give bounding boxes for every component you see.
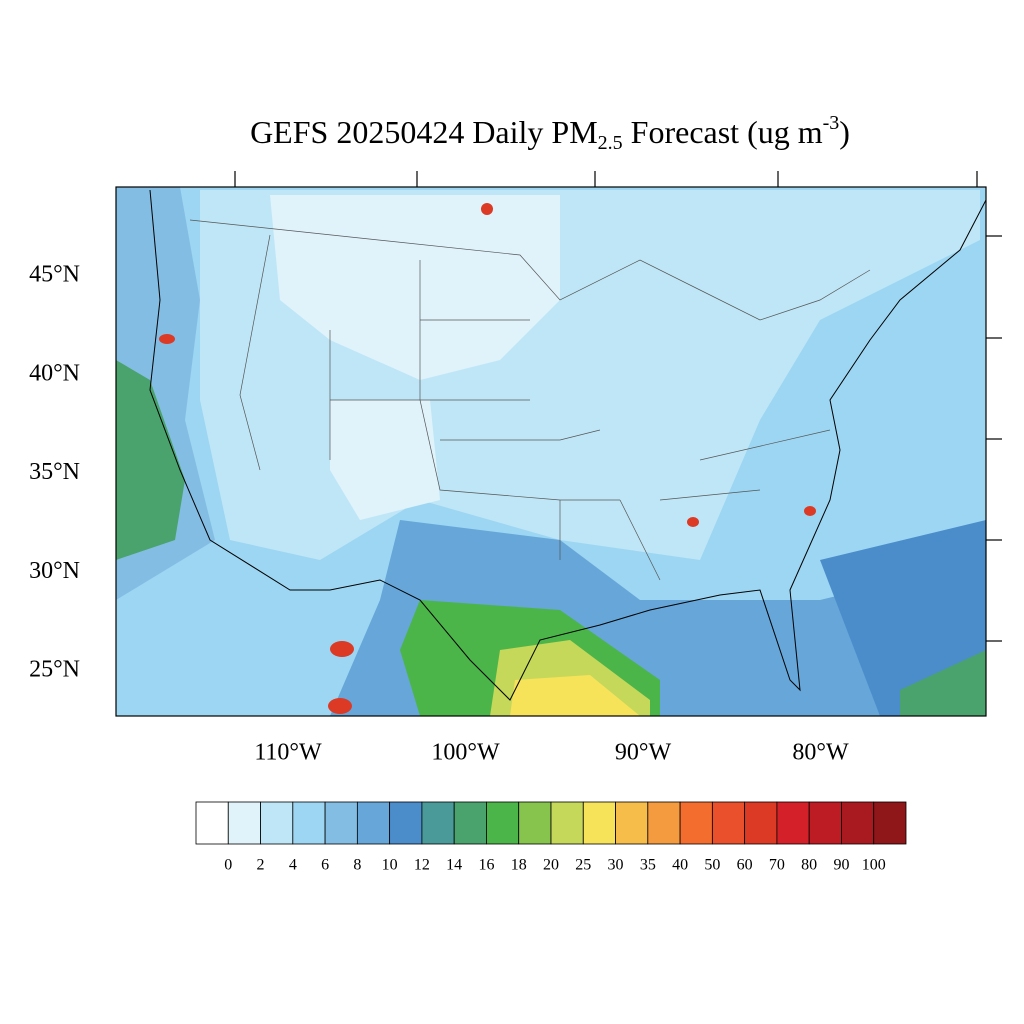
colorbar-box xyxy=(744,801,778,845)
lat-label: 40°N xyxy=(29,360,80,386)
colorbar-box xyxy=(292,801,326,845)
colorbar-box xyxy=(518,801,552,845)
title-text: Forecast (ug m xyxy=(623,114,823,150)
colorbar-label: 12 xyxy=(414,857,430,874)
colorbar-label: 100 xyxy=(862,857,886,874)
map-field xyxy=(116,187,986,716)
lon-label: 110°W xyxy=(254,740,322,766)
colorbar-box xyxy=(679,801,713,845)
title-superscript: -3 xyxy=(823,112,840,134)
hotspot xyxy=(804,506,816,516)
colorbar-box xyxy=(776,801,810,845)
colorbar-box xyxy=(227,801,261,845)
lat-label: 25°N xyxy=(29,657,80,683)
frame-ticks xyxy=(234,171,1002,642)
pacific-field xyxy=(116,360,185,560)
colorbar-box xyxy=(647,801,681,845)
lon-label: 100°W xyxy=(431,740,500,766)
title-text: ) xyxy=(839,114,850,150)
colorbar-label: 30 xyxy=(608,857,624,874)
land-field xyxy=(330,400,440,520)
title-text: GEFS 20250424 Daily PM xyxy=(250,114,598,150)
colorbar-box xyxy=(324,801,358,845)
hotspots xyxy=(159,203,816,714)
lon-label: 80°W xyxy=(792,740,849,766)
gulf-field xyxy=(510,675,640,716)
lat-label: 45°N xyxy=(29,262,80,288)
atlantic-field xyxy=(900,650,986,716)
atlantic-field xyxy=(820,520,986,716)
colorbar-box xyxy=(873,801,907,845)
colorbar-label: 10 xyxy=(382,857,398,874)
colorbar-label: 8 xyxy=(353,857,361,874)
colorbar-label: 80 xyxy=(801,857,817,874)
land-field xyxy=(270,195,560,380)
colorbar-label: 16 xyxy=(478,857,494,874)
hotspot xyxy=(159,334,175,344)
colorbar-label: 50 xyxy=(704,857,720,874)
lat-label: 30°N xyxy=(29,558,80,584)
colorbar-label: 40 xyxy=(672,857,688,874)
colorbar-label: 35 xyxy=(640,857,656,874)
colorbar-box xyxy=(550,801,584,845)
colorbar-box xyxy=(260,801,294,845)
colorbar-label: 14 xyxy=(446,857,462,874)
colorbar-box xyxy=(453,801,487,845)
colorbar-label: 0 xyxy=(224,857,232,874)
colorbar-box xyxy=(486,801,520,845)
colorbar-box xyxy=(711,801,746,845)
colorbar-box xyxy=(356,801,391,845)
lon-label: 90°W xyxy=(615,740,672,766)
title-subscript: 2.5 xyxy=(598,132,623,154)
state-borders xyxy=(189,219,871,581)
colorbar-box xyxy=(582,801,616,845)
colorbar-box xyxy=(841,801,875,845)
colorbar-label: 4 xyxy=(289,857,297,874)
colorbar-box xyxy=(195,801,229,845)
colorbar-label: 18 xyxy=(511,857,527,874)
title: GEFS 20250424 Daily PM2.5 Forecast (ug m… xyxy=(250,112,850,154)
colorbar-label: 90 xyxy=(833,857,849,874)
colorbar-label: 2 xyxy=(257,857,265,874)
colorbar-box xyxy=(615,801,649,845)
hotspot xyxy=(687,517,699,527)
hotspot xyxy=(328,698,352,714)
map-frame xyxy=(115,186,987,717)
lat-label: 35°N xyxy=(29,459,80,485)
colorbar-label: 25 xyxy=(575,857,591,874)
colorbar-label: 6 xyxy=(321,857,329,874)
colorbar-label: 70 xyxy=(769,857,785,874)
colorbar-box xyxy=(421,801,455,845)
colorbar-box xyxy=(808,801,842,845)
hotspot xyxy=(481,203,493,215)
colorbar-label: 20 xyxy=(543,857,559,874)
colorbar-label: 60 xyxy=(737,857,753,874)
hotspot xyxy=(330,641,354,657)
colorbar-box xyxy=(389,801,423,845)
coastline xyxy=(149,189,986,701)
